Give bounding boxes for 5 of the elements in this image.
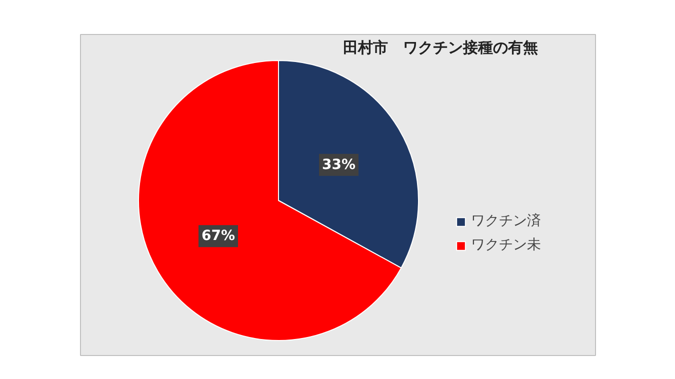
data-label: 33% bbox=[322, 156, 356, 173]
data-label: 67% bbox=[201, 228, 236, 244]
chart-title: 田村市 ワクチン接種の有無 bbox=[343, 38, 538, 56]
legend-label: ワクチン済 bbox=[471, 212, 541, 230]
legend-label: ワクチン未 bbox=[471, 236, 541, 254]
